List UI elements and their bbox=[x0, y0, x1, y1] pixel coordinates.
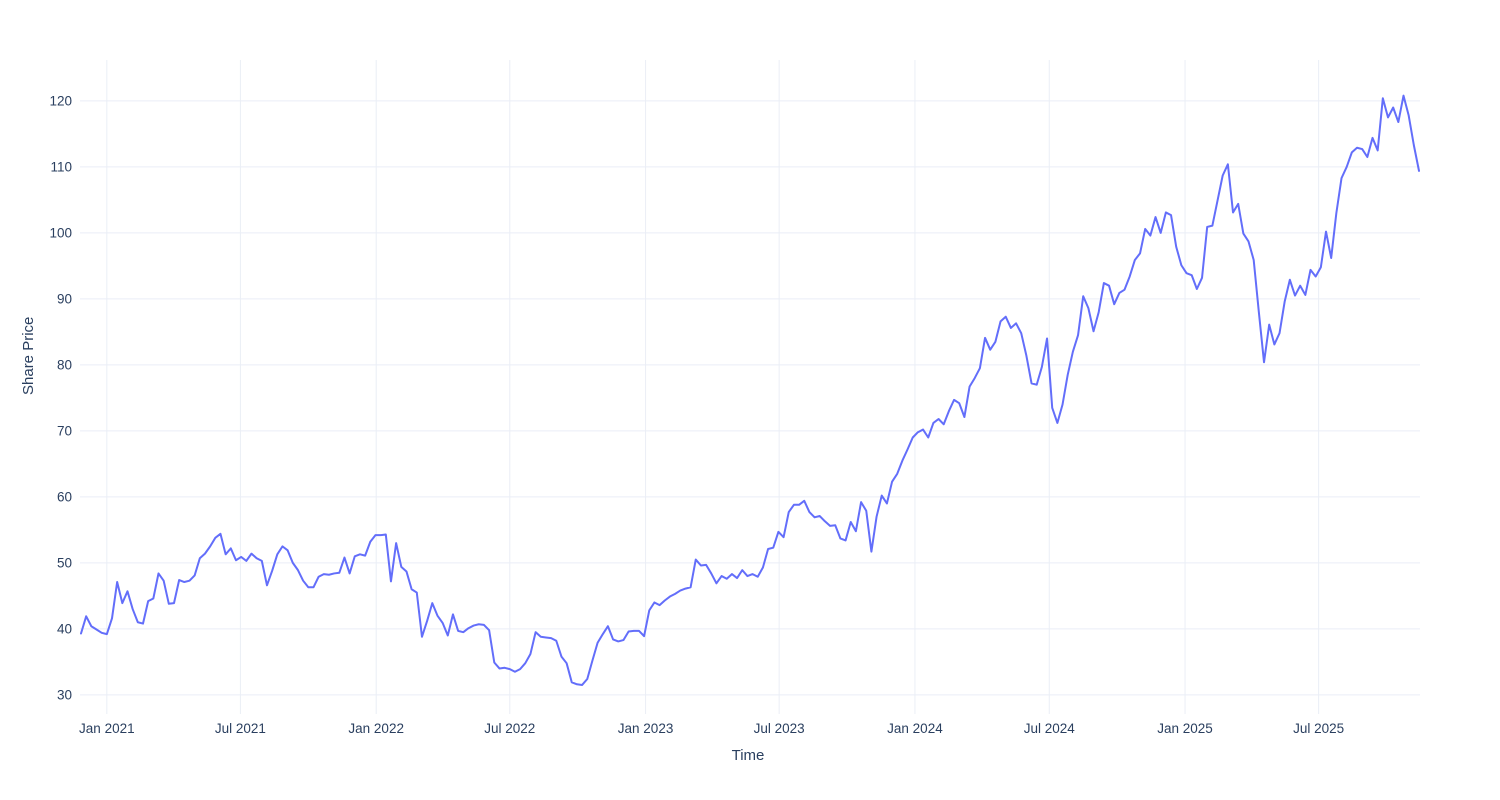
x-tick-label: Jan 2025 bbox=[1157, 721, 1213, 736]
y-tick-label: 30 bbox=[57, 687, 72, 702]
x-tick-label: Jan 2022 bbox=[348, 721, 404, 736]
y-tick-label: 80 bbox=[57, 357, 72, 372]
x-tick-label: Jul 2021 bbox=[215, 721, 266, 736]
y-tick-label: 70 bbox=[57, 423, 72, 438]
y-tick-label: 60 bbox=[57, 489, 72, 504]
y-tick-label: 50 bbox=[57, 555, 72, 570]
x-tick-label: Jan 2021 bbox=[79, 721, 135, 736]
y-tick-label: 90 bbox=[57, 291, 72, 306]
x-axis-title: Time bbox=[731, 747, 765, 764]
x-tick-label: Jul 2022 bbox=[484, 721, 535, 736]
price-line-series[interactable] bbox=[80, 94, 1420, 686]
y-tick-label: 120 bbox=[49, 93, 72, 108]
x-tick-label: Jan 2023 bbox=[618, 721, 674, 736]
gridlines bbox=[80, 60, 1420, 714]
x-tick-label: Jul 2025 bbox=[1293, 721, 1344, 736]
y-tick-label: 100 bbox=[49, 225, 72, 240]
x-tick-label: Jul 2023 bbox=[754, 721, 805, 736]
x-tick-label: Jan 2024 bbox=[887, 721, 943, 736]
x-tick-label: Jul 2024 bbox=[1024, 721, 1076, 736]
y-tick-label: 110 bbox=[50, 159, 72, 174]
tick-labels: 30 40 50 60 70 80 90 100 110 120 Jan 2021 Jul 2021 J… bbox=[49, 93, 1344, 736]
y-tick-label: 40 bbox=[57, 621, 72, 636]
